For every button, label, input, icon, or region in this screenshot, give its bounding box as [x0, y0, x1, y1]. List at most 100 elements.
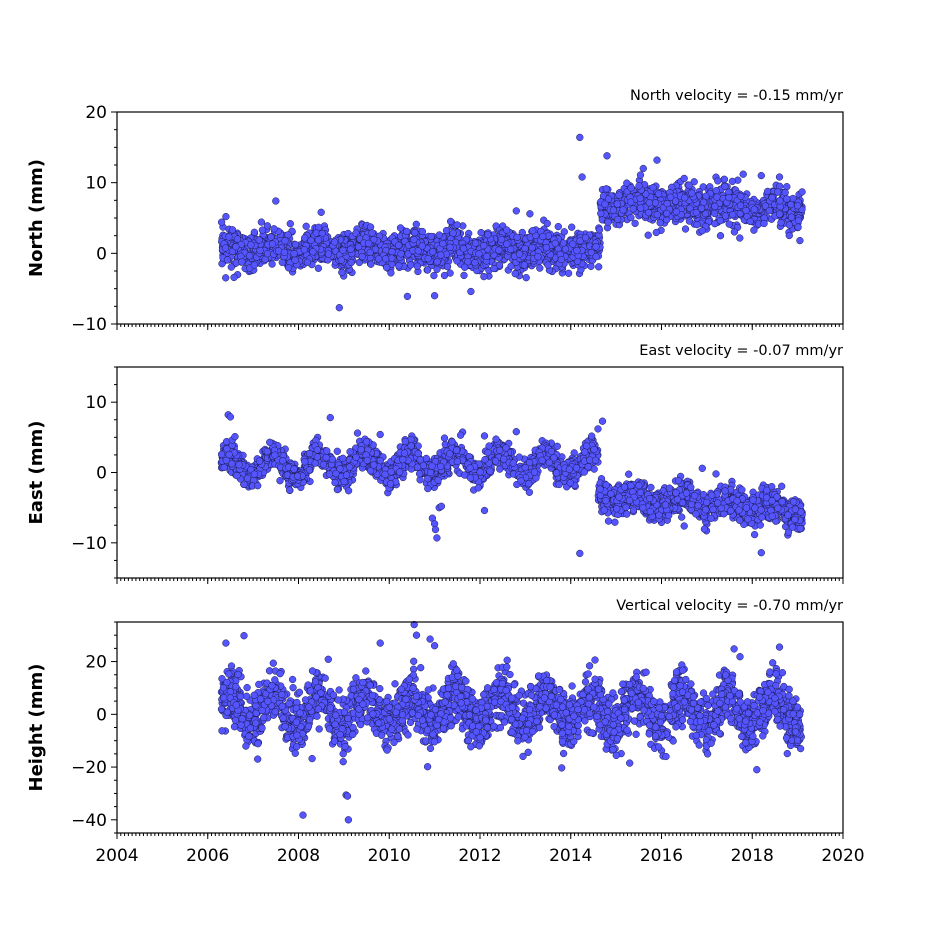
- north-data-point: [551, 239, 559, 247]
- north-data-point: [433, 265, 441, 273]
- north-data-point: [286, 220, 294, 228]
- north-data-point: [636, 171, 645, 179]
- north-data-point: [710, 209, 719, 218]
- north-data-point: [395, 262, 403, 270]
- east-data-point: [424, 475, 432, 483]
- north-data-point: [435, 231, 443, 239]
- east-data-point: [332, 469, 340, 478]
- north-data-point: [581, 234, 590, 242]
- north-data-point: [388, 248, 396, 256]
- north-data-point: [649, 183, 657, 192]
- east-data-point: [414, 449, 422, 458]
- north-data-point: [255, 236, 263, 244]
- north-data-point: [245, 252, 254, 260]
- north-data-point: [681, 194, 689, 202]
- north-data-point: [503, 226, 511, 234]
- north-data-point: [453, 257, 461, 265]
- north-data-point: [680, 174, 688, 183]
- east-data-point: [333, 485, 342, 494]
- north-data-point: [587, 262, 595, 270]
- north-data-point: [597, 209, 605, 218]
- east-data-point: [415, 470, 424, 478]
- north-data-point: [230, 273, 238, 282]
- east-data-point: [401, 437, 409, 446]
- north-data-point: [663, 209, 671, 218]
- north-data-point: [382, 263, 391, 272]
- north-data-point: [291, 240, 300, 249]
- east-data-point: [357, 446, 365, 454]
- north-data-point: [442, 226, 451, 235]
- north-data-point: [521, 244, 529, 253]
- north-data-point: [291, 256, 299, 264]
- east-data-point: [323, 447, 331, 455]
- north-data-point: [217, 218, 226, 226]
- east-data-point: [407, 442, 415, 450]
- east-data-point: [363, 456, 371, 465]
- east-data-point: [340, 477, 348, 486]
- east-data-point: [328, 455, 337, 463]
- north-y-tick-label: 20: [85, 103, 107, 123]
- east-data-point: [399, 455, 407, 464]
- north-data-point: [484, 231, 492, 239]
- north-data-point: [324, 250, 333, 258]
- north-data-point: [663, 199, 671, 208]
- north-data-point: [526, 210, 534, 218]
- east-data-point: [496, 465, 504, 473]
- east-data-point: [243, 474, 252, 482]
- north-data-point: [721, 182, 729, 191]
- north-data-point: [765, 207, 774, 215]
- north-data-point: [793, 202, 802, 210]
- north-data-point: [364, 239, 373, 248]
- north-data-point: [339, 246, 347, 254]
- north-data-point: [798, 188, 806, 196]
- north-data-point: [554, 222, 562, 231]
- east-data-point: [301, 458, 309, 466]
- north-data-point: [268, 260, 276, 268]
- east-data-point: [466, 474, 475, 482]
- east-data-point: [509, 459, 517, 467]
- north-data-point: [789, 194, 797, 203]
- north-data-point: [382, 255, 390, 263]
- north-data-point: [672, 207, 681, 216]
- north-data-point: [258, 226, 267, 234]
- east-data-point: [346, 448, 354, 456]
- east-data-point: [333, 447, 341, 455]
- north-data-point: [629, 205, 637, 213]
- north-data-point: [601, 200, 609, 208]
- north-data-point: [573, 246, 581, 255]
- east-data-point: [496, 446, 504, 454]
- north-data-point: [461, 263, 469, 271]
- north-data-point: [578, 173, 586, 181]
- north-data-point: [729, 210, 737, 219]
- north-y-tick-label: 10: [85, 174, 107, 194]
- north-data-point: [656, 219, 664, 227]
- north-data-point: [367, 260, 375, 268]
- north-data-point: [693, 220, 701, 229]
- north-data-point: [317, 208, 325, 216]
- east-data-point: [352, 453, 360, 461]
- north-data-point: [495, 246, 503, 254]
- north-data-point: [787, 200, 795, 209]
- north-data-point: [347, 245, 355, 253]
- east-data-point: [525, 480, 533, 488]
- east-data-point: [452, 446, 461, 454]
- north-data-point: [228, 226, 237, 234]
- east-data-point: [422, 454, 430, 463]
- north-data-point: [427, 232, 435, 241]
- east-data-point: [235, 461, 243, 469]
- north-data-point: [614, 215, 622, 224]
- north-data-point: [337, 256, 346, 264]
- north-data-point: [443, 263, 452, 271]
- north-data-point: [314, 236, 322, 244]
- east-data-point: [591, 456, 600, 464]
- north-data-point: [411, 229, 419, 237]
- north-data-point: [309, 248, 317, 256]
- east-data-point: [590, 445, 598, 454]
- north-data-point: [666, 193, 675, 201]
- east-data-point: [572, 464, 581, 472]
- east-data-point: [387, 468, 395, 476]
- north-data-point: [631, 219, 639, 228]
- north-data-point: [636, 194, 644, 202]
